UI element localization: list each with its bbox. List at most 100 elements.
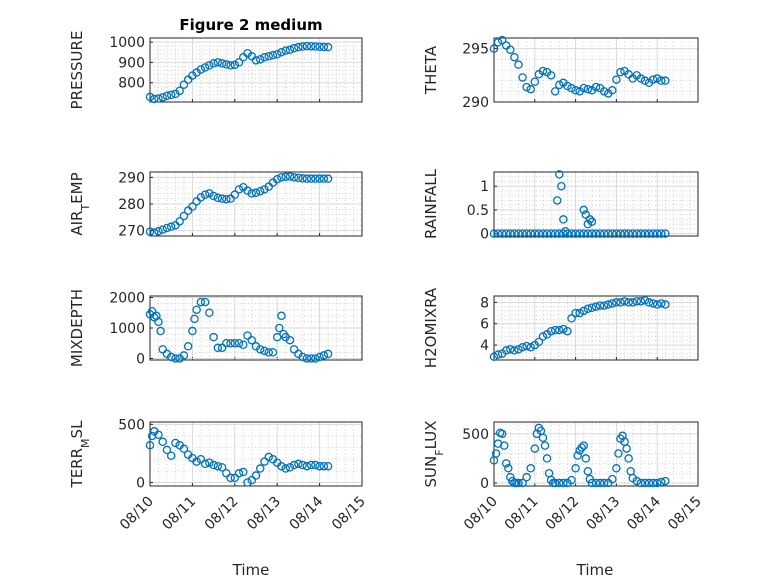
data-point	[489, 229, 499, 238]
data-point	[222, 338, 231, 348]
data-point	[526, 342, 535, 352]
data-point	[636, 478, 646, 488]
axes-border	[493, 171, 699, 237]
subplot-mixdepth: 0 1000 2000 MIXDEPTH	[68, 289, 363, 367]
data-point	[497, 35, 507, 45]
subplot-theta: 290 295 THETA	[422, 35, 699, 111]
y-tick-label: 500	[462, 427, 489, 443]
data-point	[499, 441, 509, 450]
data-point	[550, 325, 560, 335]
data-point	[579, 306, 589, 316]
data-point	[230, 60, 240, 70]
x-tick-label: 08/10	[117, 494, 157, 534]
data-point	[640, 296, 650, 305]
data-point	[183, 342, 193, 351]
data-point	[661, 76, 670, 85]
data-point	[277, 47, 286, 57]
data-point	[264, 452, 273, 462]
data-point	[251, 188, 261, 198]
data-point	[315, 461, 324, 471]
data-point	[506, 345, 515, 354]
data-point	[506, 45, 515, 54]
y-axis-label: TERRMSL	[68, 420, 92, 489]
data-point	[260, 457, 269, 466]
data-point	[538, 433, 548, 443]
data-point	[154, 430, 163, 440]
data-point	[175, 86, 184, 96]
data-point	[260, 185, 269, 194]
data-point	[226, 61, 235, 70]
data-point	[234, 185, 244, 194]
data-point	[311, 354, 320, 363]
data-point	[209, 332, 218, 342]
data-point	[530, 77, 540, 86]
x-axis-label-left: Time	[232, 561, 270, 579]
data-point	[579, 83, 589, 93]
data-point	[315, 352, 324, 362]
data-point	[571, 308, 580, 318]
data-point	[166, 90, 176, 100]
data-point	[319, 461, 329, 471]
data-point	[614, 449, 623, 458]
data-point	[489, 44, 499, 53]
data-point	[534, 229, 544, 238]
data-point	[255, 464, 265, 473]
data-point	[493, 350, 503, 359]
data-point	[323, 461, 333, 471]
data-point	[315, 42, 324, 51]
data-point	[599, 301, 609, 310]
data-point	[608, 229, 617, 238]
data-point	[277, 173, 286, 182]
data-point	[567, 83, 576, 93]
data-point	[603, 300, 613, 309]
x-tick-label: 08/10	[461, 494, 501, 534]
data-point	[599, 478, 609, 488]
data-point	[608, 474, 617, 484]
data-point	[522, 82, 531, 92]
data-point	[518, 478, 527, 488]
data-point	[179, 351, 189, 360]
data-point	[632, 229, 642, 238]
x-tick-label: 08/14	[287, 493, 327, 533]
data-point	[587, 478, 597, 488]
data-point	[636, 229, 646, 238]
data-point	[538, 332, 548, 341]
data-point	[571, 464, 580, 473]
data-point	[657, 477, 666, 487]
y-tick-label: 8	[480, 295, 489, 311]
y-axis-label: PRESSURE	[68, 31, 86, 110]
data-point	[624, 298, 633, 307]
y-tick-label: 500	[118, 417, 145, 433]
data-point	[285, 172, 295, 181]
data-point	[196, 297, 206, 307]
data-point	[608, 86, 617, 95]
axes-border	[149, 295, 363, 361]
data-point	[506, 229, 515, 238]
data-point	[518, 342, 527, 352]
y-axis-label: THETA	[422, 45, 440, 95]
y-tick-label: 295	[462, 42, 489, 58]
data-point	[311, 460, 320, 470]
data-point	[260, 53, 269, 62]
data-point	[497, 429, 507, 439]
data-point	[624, 229, 633, 238]
data-point	[154, 226, 163, 236]
data-point	[567, 475, 576, 485]
y-tick-label: 290	[462, 95, 489, 111]
data-point	[285, 45, 295, 55]
data-point	[563, 81, 572, 91]
data-point	[281, 464, 290, 473]
data-point	[154, 317, 163, 327]
data-point	[268, 348, 278, 357]
data-point	[209, 460, 218, 470]
data-point	[302, 461, 312, 471]
data-point	[612, 464, 621, 473]
data-point	[158, 93, 167, 102]
data-point	[239, 467, 248, 477]
data-point	[196, 454, 206, 464]
y-axis-label: MIXDEPTH	[68, 289, 86, 367]
data-point	[636, 74, 646, 83]
data-point	[319, 174, 329, 183]
data-point	[289, 173, 299, 182]
data-point	[306, 42, 316, 51]
